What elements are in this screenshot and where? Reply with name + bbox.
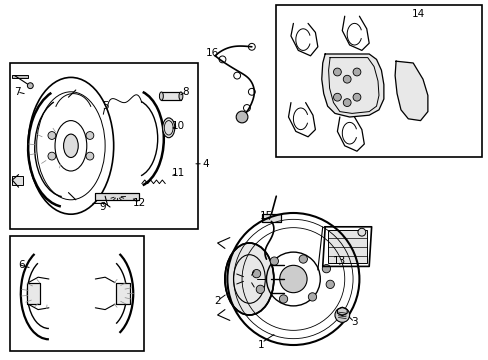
Bar: [12, 176, 23, 185]
Bar: [27, 283, 40, 304]
Polygon shape: [394, 61, 427, 121]
Circle shape: [343, 99, 350, 107]
Bar: [95, 193, 139, 200]
Text: 8: 8: [182, 87, 189, 97]
Circle shape: [48, 132, 56, 139]
Circle shape: [48, 152, 56, 160]
Ellipse shape: [179, 92, 183, 100]
Ellipse shape: [224, 243, 273, 315]
Bar: [27, 283, 40, 304]
Ellipse shape: [162, 118, 175, 138]
Text: 14: 14: [410, 9, 424, 19]
Bar: [327, 230, 366, 263]
Text: 9: 9: [99, 202, 106, 212]
Circle shape: [269, 257, 278, 265]
Circle shape: [333, 93, 341, 101]
Text: 16: 16: [205, 48, 219, 58]
Circle shape: [236, 111, 247, 123]
Circle shape: [322, 265, 330, 273]
Circle shape: [86, 152, 94, 160]
Text: 7: 7: [14, 87, 20, 97]
Circle shape: [279, 265, 306, 293]
Circle shape: [308, 293, 316, 301]
Text: 15: 15: [259, 211, 273, 221]
Bar: [116, 283, 129, 304]
Text: 6: 6: [19, 260, 25, 270]
Bar: [261, 214, 281, 222]
Bar: [261, 214, 281, 222]
Text: 3: 3: [350, 317, 357, 327]
Circle shape: [343, 75, 350, 83]
Circle shape: [352, 93, 360, 101]
Bar: [10, 236, 144, 351]
Text: 11: 11: [171, 168, 185, 178]
Circle shape: [256, 285, 264, 293]
Text: 5: 5: [102, 101, 108, 111]
Bar: [12, 75, 28, 78]
Text: 1: 1: [258, 340, 264, 350]
Bar: [161, 92, 181, 100]
Circle shape: [357, 228, 365, 236]
Bar: [95, 193, 139, 200]
Circle shape: [299, 255, 307, 263]
Circle shape: [333, 68, 341, 76]
Bar: [116, 283, 129, 304]
Circle shape: [334, 308, 349, 322]
Bar: [10, 63, 198, 229]
Circle shape: [325, 280, 334, 288]
Ellipse shape: [63, 134, 78, 158]
Text: 12: 12: [132, 198, 146, 208]
Ellipse shape: [159, 92, 163, 100]
Polygon shape: [321, 54, 383, 117]
Text: 4: 4: [203, 159, 209, 169]
Text: 2: 2: [214, 296, 221, 306]
Text: 10: 10: [172, 121, 184, 131]
Text: 13: 13: [332, 256, 346, 266]
Circle shape: [27, 83, 33, 89]
Circle shape: [352, 68, 360, 76]
Bar: [161, 92, 181, 100]
Bar: [276, 5, 481, 157]
Circle shape: [279, 295, 287, 303]
Circle shape: [86, 132, 94, 139]
Circle shape: [252, 270, 260, 278]
